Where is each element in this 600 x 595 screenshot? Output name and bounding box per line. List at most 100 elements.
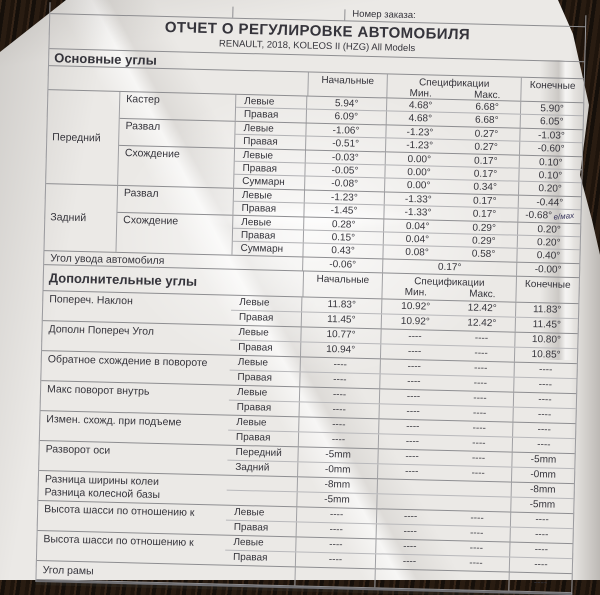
- cell-spec-max: ----: [443, 540, 511, 557]
- cell-spec-min: 0.00°: [407, 166, 431, 179]
- cell-spec-min: 4.68°: [408, 99, 433, 112]
- cell-initial: 10.94°: [300, 341, 382, 359]
- param-label: Развал: [119, 118, 236, 148]
- cell-spec-min: 0.08°: [405, 246, 429, 259]
- cell-initial: -5mm: [298, 447, 379, 463]
- cell-final: ----: [538, 364, 553, 376]
- cell-spec-min: ----: [407, 361, 422, 373]
- cell-side: Правая: [229, 370, 301, 387]
- cell-initial: ----: [296, 537, 377, 553]
- cell-side: Правая: [225, 520, 297, 537]
- cell-side: Правая: [230, 340, 302, 357]
- cell-spec-max: 0.17°: [452, 154, 520, 168]
- cell-final: ----: [535, 514, 549, 526]
- cell-spec-max: ----: [443, 510, 512, 527]
- cell-spec-max: ----: [447, 375, 515, 392]
- cell-initial: -1.06°: [306, 123, 387, 138]
- cell-spec-max: 12.42°: [449, 301, 517, 317]
- cell-final: -0.00°: [534, 264, 562, 276]
- cell-initial: -0.03°: [305, 150, 386, 165]
- cell-initial: -0.51°: [306, 136, 387, 152]
- cell-final: -0.60°: [537, 143, 565, 155]
- cell-side: Правая: [233, 201, 305, 217]
- col-initial: Начальные: [302, 271, 384, 299]
- cell-final: ----: [538, 379, 553, 391]
- extra-group-label: Разница ширины колеи Разница колесной ба…: [38, 471, 227, 505]
- cell-final: 10.80°: [531, 334, 562, 347]
- cell-side: Правая: [224, 550, 297, 567]
- cell-spec-min: ----: [406, 391, 421, 403]
- cell-final: 0.10°: [538, 169, 563, 182]
- cell-final: -5mm: [530, 454, 557, 466]
- cell-final: 10.85°: [531, 349, 561, 362]
- cell-initial: 0.43°: [303, 243, 384, 259]
- axle-label-rear: Задний: [44, 184, 119, 252]
- cell-initial: -0.05°: [305, 163, 386, 178]
- cell-side: [226, 490, 298, 507]
- cell-spec-min: ----: [405, 436, 420, 448]
- cell-initial: ----: [299, 387, 381, 403]
- order-number-label: Номер заказа:: [352, 8, 416, 22]
- cell-spec-max: ----: [447, 345, 516, 362]
- cell-initial: 5.94°: [307, 96, 388, 111]
- extra-group-label: Макс поворот внутрь: [46, 383, 150, 398]
- param-label: Развал: [117, 185, 235, 215]
- cell-final: -1.03°: [537, 129, 565, 142]
- cell-final: 0.40°: [536, 250, 561, 262]
- cell-spec-min: -1.33°: [404, 193, 432, 206]
- cell-side: Передний: [227, 445, 299, 461]
- extra-group-label: Обратное схождение в повороте: [47, 353, 208, 370]
- param-label: Кастер: [119, 91, 237, 121]
- cell-side: Суммарн: [234, 174, 306, 190]
- cell-initial: -0mm: [298, 461, 379, 479]
- front-axle-band: Передний Кастер Левые 5.94° 4.68° 6.68° …: [46, 90, 584, 198]
- cell-spec-min: 0.00°: [407, 153, 432, 166]
- cell-spec-max: [444, 495, 512, 512]
- cell-initial: ----: [295, 551, 377, 569]
- cell-side: Правая: [234, 161, 306, 176]
- cell-initial: 0.28°: [304, 217, 385, 232]
- cell-final: ----: [534, 529, 549, 541]
- cell-spec-min: 10.92°: [401, 301, 431, 313]
- cell-final: -0mm: [530, 469, 557, 481]
- col-max: Макс.: [469, 288, 496, 301]
- cell-spec-max: 0.29°: [451, 221, 519, 235]
- cell-initial: 11.45°: [301, 311, 383, 329]
- divider: [232, 6, 234, 18]
- cell-spec-min: ----: [407, 376, 421, 388]
- cell-spec-max: ----: [442, 555, 511, 572]
- divider: [344, 9, 346, 21]
- extra-group-label: Попереч. Наклон: [49, 293, 134, 308]
- cell-final: ----: [537, 409, 552, 421]
- cell-spec-max: 6.68°: [453, 100, 522, 114]
- extra-group-label: Дополн Попереч Угол: [48, 323, 155, 338]
- extra-group-label: Высота шасси по отношению к: [44, 503, 195, 519]
- cell-initial: 0.15°: [303, 230, 385, 245]
- cell-side: Левые: [229, 355, 301, 371]
- cell-final: 0.20°: [538, 183, 563, 195]
- cell-initial: ----: [298, 431, 380, 449]
- cell-spec-min: -1.33°: [404, 206, 432, 219]
- cell-initial: -8mm: [297, 477, 378, 493]
- cell-spec-max: ----: [443, 525, 511, 542]
- col-final: Конечные: [529, 79, 576, 93]
- cell-side: Левые: [233, 215, 305, 230]
- cell-spec-max: ----: [445, 435, 514, 452]
- cell-spec-min: ----: [404, 466, 419, 478]
- cell-initial: ----: [299, 417, 380, 433]
- cell-spec-min: 0.04°: [405, 233, 430, 246]
- cell-initial: 11.83°: [302, 297, 383, 313]
- cell-initial: -5mm: [297, 491, 378, 509]
- cell-final: 0.20°: [536, 236, 561, 249]
- cell-final-value: -0.68°: [525, 209, 553, 222]
- cell-spec-max: ----: [446, 390, 515, 407]
- cell-side: Левые: [230, 325, 302, 341]
- cell-spec-min: ----: [403, 526, 418, 538]
- cell-final: -5mm: [529, 499, 556, 511]
- col-final: Конечные: [524, 278, 571, 291]
- cell-final: 11.83°: [532, 304, 562, 317]
- cell-initial: [295, 567, 376, 588]
- cell-side: [224, 565, 296, 586]
- cell-spec-max: 0.27°: [452, 140, 521, 155]
- cell-spec-min: 10.92°: [400, 316, 431, 328]
